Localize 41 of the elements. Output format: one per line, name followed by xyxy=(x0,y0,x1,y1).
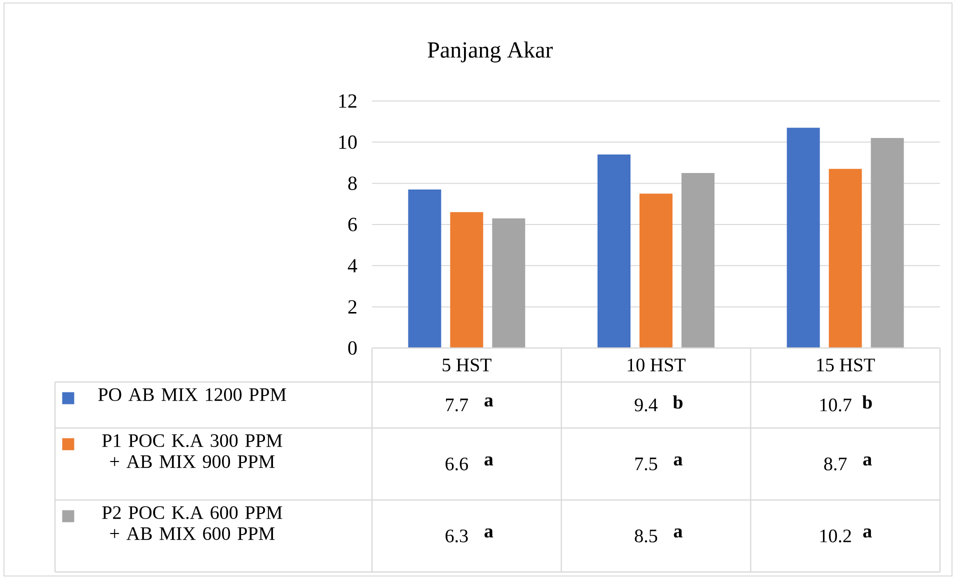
y-tick-label: 4 xyxy=(348,259,358,272)
text: a xyxy=(484,456,494,466)
bar xyxy=(640,194,673,348)
data-label: 9.4 xyxy=(634,398,658,412)
data-label: 6.6 xyxy=(446,458,468,470)
y-tick-label: 12 xyxy=(339,94,356,108)
bar xyxy=(492,218,526,348)
text: b xyxy=(862,395,872,409)
text: a xyxy=(863,528,872,538)
data-label: 7.5 xyxy=(635,458,658,470)
bar xyxy=(870,138,904,348)
text: a xyxy=(863,456,872,466)
y-tick-label: 6 xyxy=(348,218,357,232)
y-tick-label: 8 xyxy=(348,176,357,190)
data-label: 8.5 xyxy=(634,530,658,542)
data-label: 7.7 xyxy=(446,398,468,412)
bar xyxy=(408,190,442,348)
bar xyxy=(786,128,820,348)
data-label: 8.7 xyxy=(824,458,847,470)
bar xyxy=(682,173,715,348)
text: a xyxy=(674,456,682,466)
bar xyxy=(450,212,484,348)
data-label: 6.3 xyxy=(446,530,468,542)
bar xyxy=(598,154,631,348)
data-label: 10.7 xyxy=(820,398,852,412)
text: a xyxy=(484,397,494,407)
y-tick-label: 2 xyxy=(348,300,356,314)
text: a xyxy=(674,528,682,538)
x-tick-label: 5 HST xyxy=(442,358,492,372)
y-tick-label: 0 xyxy=(348,341,357,355)
chart-title: Panjang Akar xyxy=(428,42,553,62)
x-tick-label: 10 HST xyxy=(628,358,686,372)
text: b xyxy=(672,395,683,409)
legend-label: P2 POC K.A 600 PPM + AB MIX 600 PPM xyxy=(102,506,282,540)
bar xyxy=(828,168,862,348)
legend-label: P1 POC K.A 300 PPM + AB MIX 900 PPM xyxy=(102,434,282,468)
x-tick-label: 15 HST xyxy=(817,358,875,372)
data-label: 10.2 xyxy=(820,530,851,542)
text: a xyxy=(484,528,494,538)
legend-label: PO AB MIX 1200 PPM xyxy=(98,388,286,402)
y-tick-label: 10 xyxy=(339,135,357,149)
